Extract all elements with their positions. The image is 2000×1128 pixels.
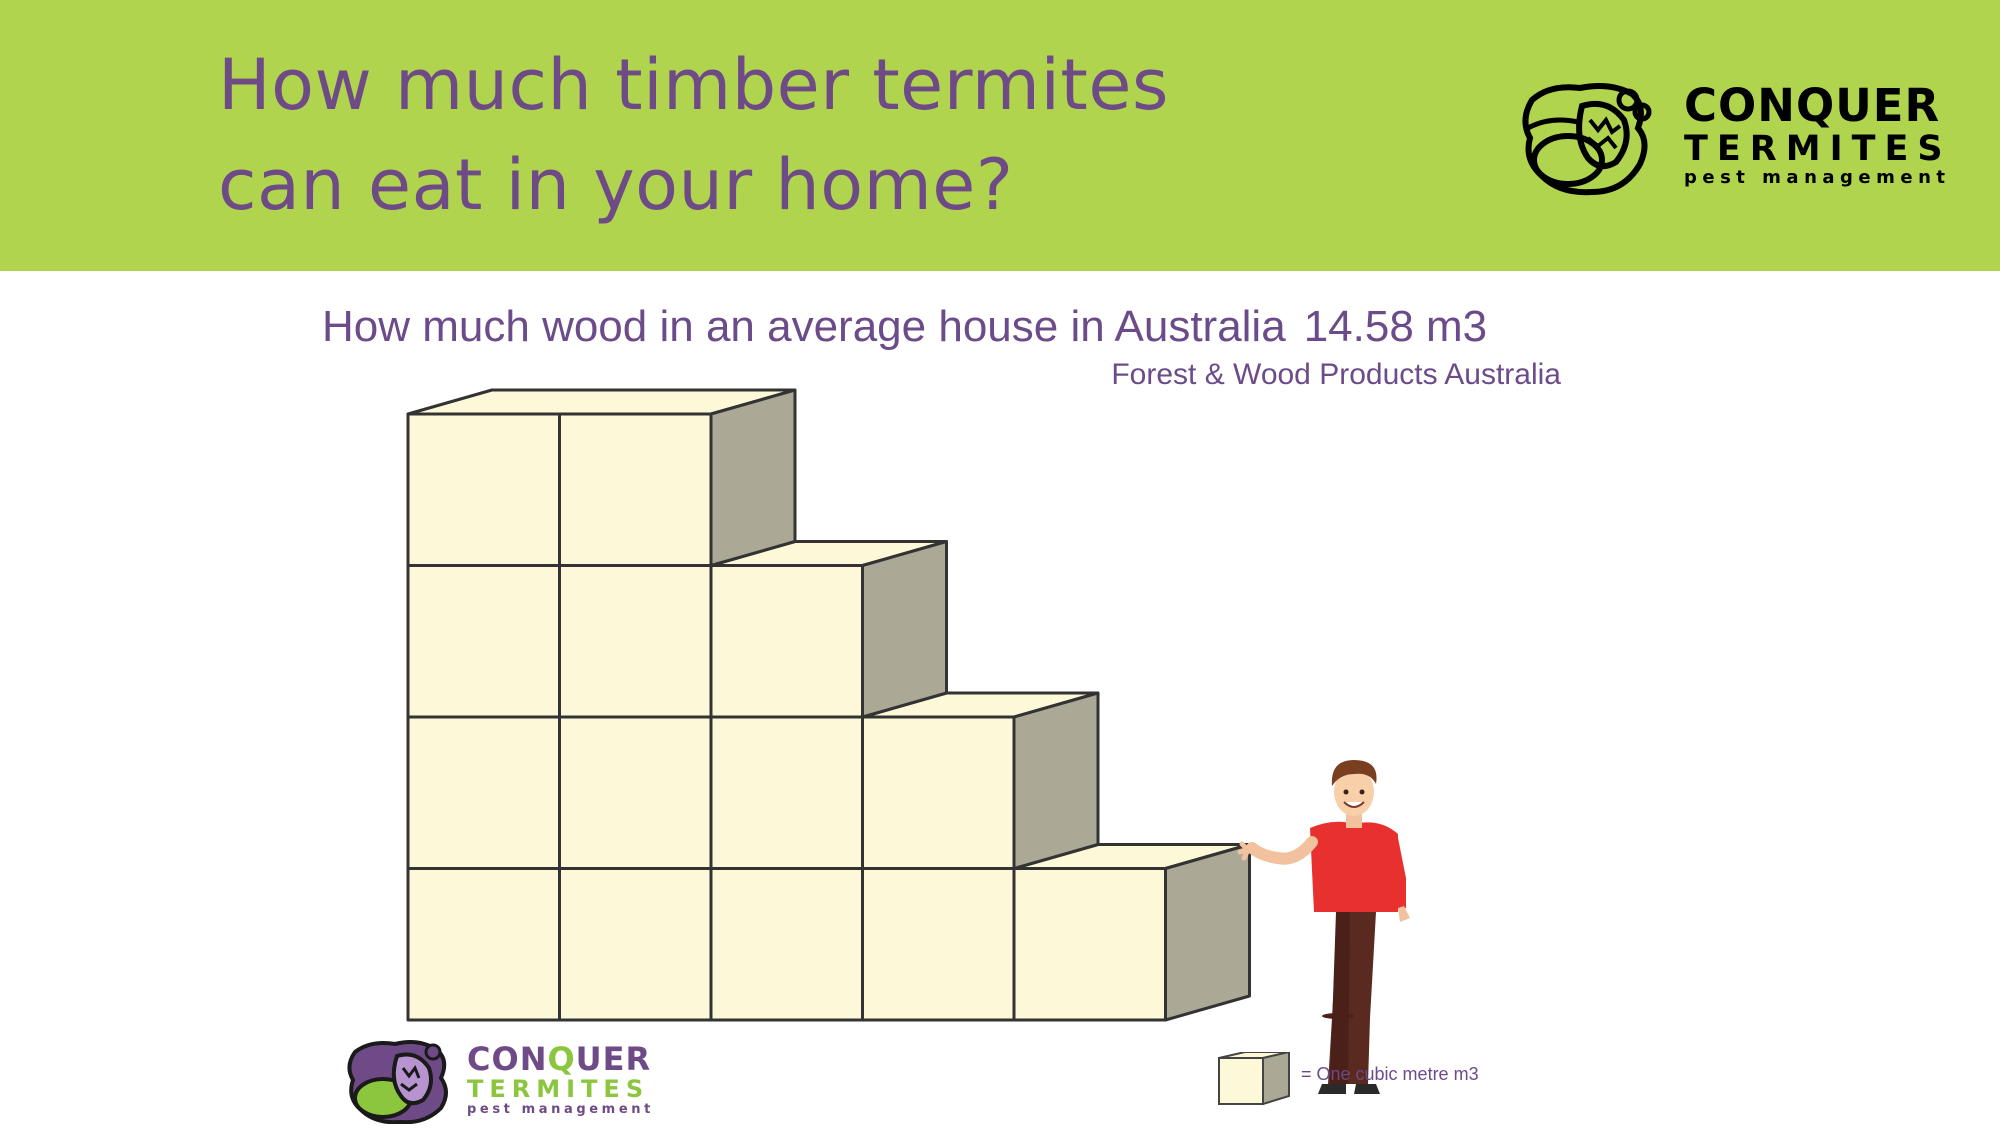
cube-front-face	[406, 715, 561, 870]
cube-front-face	[558, 715, 713, 870]
brand-line-3: pest management	[1684, 167, 1951, 188]
person-illustration	[1237, 760, 1410, 1094]
cube-front-face	[709, 564, 864, 719]
footer-logo[interactable]: CONQUER TERMITES pest management	[345, 1038, 675, 1128]
brand-wordmark: CONQUER TERMITES pest management	[1684, 82, 1952, 188]
cube-front-face	[406, 564, 561, 719]
cube-side-face	[861, 540, 948, 719]
footer-brand-line-2: TERMITES	[467, 1075, 650, 1103]
cube-icon	[1218, 1052, 1290, 1106]
termite-logo-icon	[347, 1040, 448, 1124]
legend: = One cubic metre m3	[1215, 1052, 1515, 1108]
cube-front-face	[406, 867, 561, 1022]
cube-front-face	[861, 715, 1016, 870]
cube-front-face	[406, 412, 561, 567]
brand-line-1: CONQUER	[1684, 79, 1941, 132]
brand-logo[interactable]: CONQUER TERMITES pest management	[1520, 80, 1950, 200]
diagram-title-text: How much wood in an average house in Aus…	[322, 302, 1286, 351]
cube-front-face	[861, 867, 1016, 1022]
diagram-title: How much wood in an average house in Aus…	[322, 302, 1487, 352]
cube-front-face	[1012, 867, 1167, 1022]
footer-wordmark: CONQUER TERMITES pest management	[467, 1042, 654, 1117]
cube-front-face	[709, 867, 864, 1022]
legend-label: = One cubic metre m3	[1301, 1064, 1479, 1084]
cube-front-face	[558, 564, 713, 719]
brand-line-2: TERMITES	[1684, 129, 1952, 169]
source-credit: Forest & Wood Products Australia	[1111, 358, 1561, 391]
cube-side-face	[709, 388, 797, 567]
footer-brand-line-1: CONQUER	[467, 1040, 652, 1078]
cube-front-face	[558, 867, 713, 1022]
cube-front-face	[558, 412, 713, 567]
diagram-title-value: 14.58 m3	[1303, 302, 1488, 351]
cube-side-face	[1164, 843, 1251, 1022]
page-title-line-2: can eat in your home?	[218, 144, 1014, 226]
termite-logo-icon	[1522, 83, 1652, 196]
cube-side-face	[1012, 691, 1100, 870]
footer-brand-line-3: pest management	[467, 1102, 654, 1117]
cube-front-face	[709, 715, 864, 870]
page-title-line-1: How much timber termites	[218, 44, 1169, 126]
header-banner: How much timber termites can eat in your…	[0, 0, 2000, 271]
cube-layer	[406, 388, 1251, 1022]
